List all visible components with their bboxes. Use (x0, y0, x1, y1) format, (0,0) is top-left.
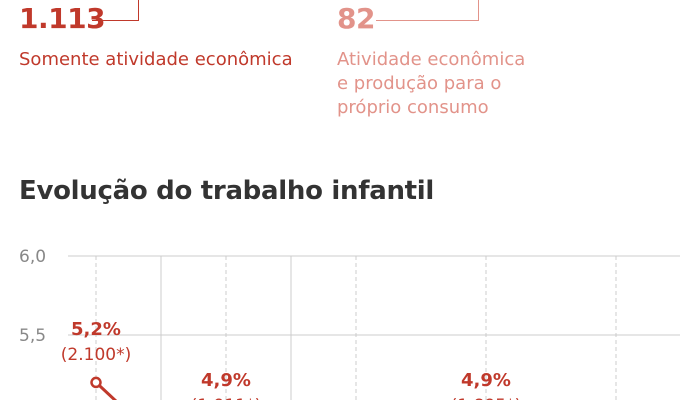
stat-value-economic-only: 1.113 (19, 2, 106, 35)
data-count-0: (2.100*) (61, 345, 131, 365)
series-point-0 (90, 376, 102, 389)
y-tick-label-0: 6,0 (19, 247, 46, 267)
y-tick-label-1: 5,5 (19, 326, 46, 346)
series-line-segment (94, 381, 118, 400)
stat-label-economic-only: Somente atividade econômica (19, 49, 293, 70)
section-title: Evolução do trabalho infantil (19, 176, 435, 206)
stat-value-economic-and-own-consumption: 82 (337, 2, 375, 35)
stat-label-economic-and-own-consumption: Atividade econômica e produção para o pr… (337, 49, 526, 118)
data-count-5: (1.895*) (451, 396, 521, 400)
data-label-5: 4,9% (461, 370, 511, 391)
stat-connector-economic-and-own-consumption (376, 0, 479, 21)
stat-connector-economic-only (92, 0, 139, 21)
data-count-1: (1.911*) (191, 396, 261, 400)
data-label-0: 5,2% (71, 319, 121, 340)
data-label-1: 4,9% (201, 370, 251, 391)
